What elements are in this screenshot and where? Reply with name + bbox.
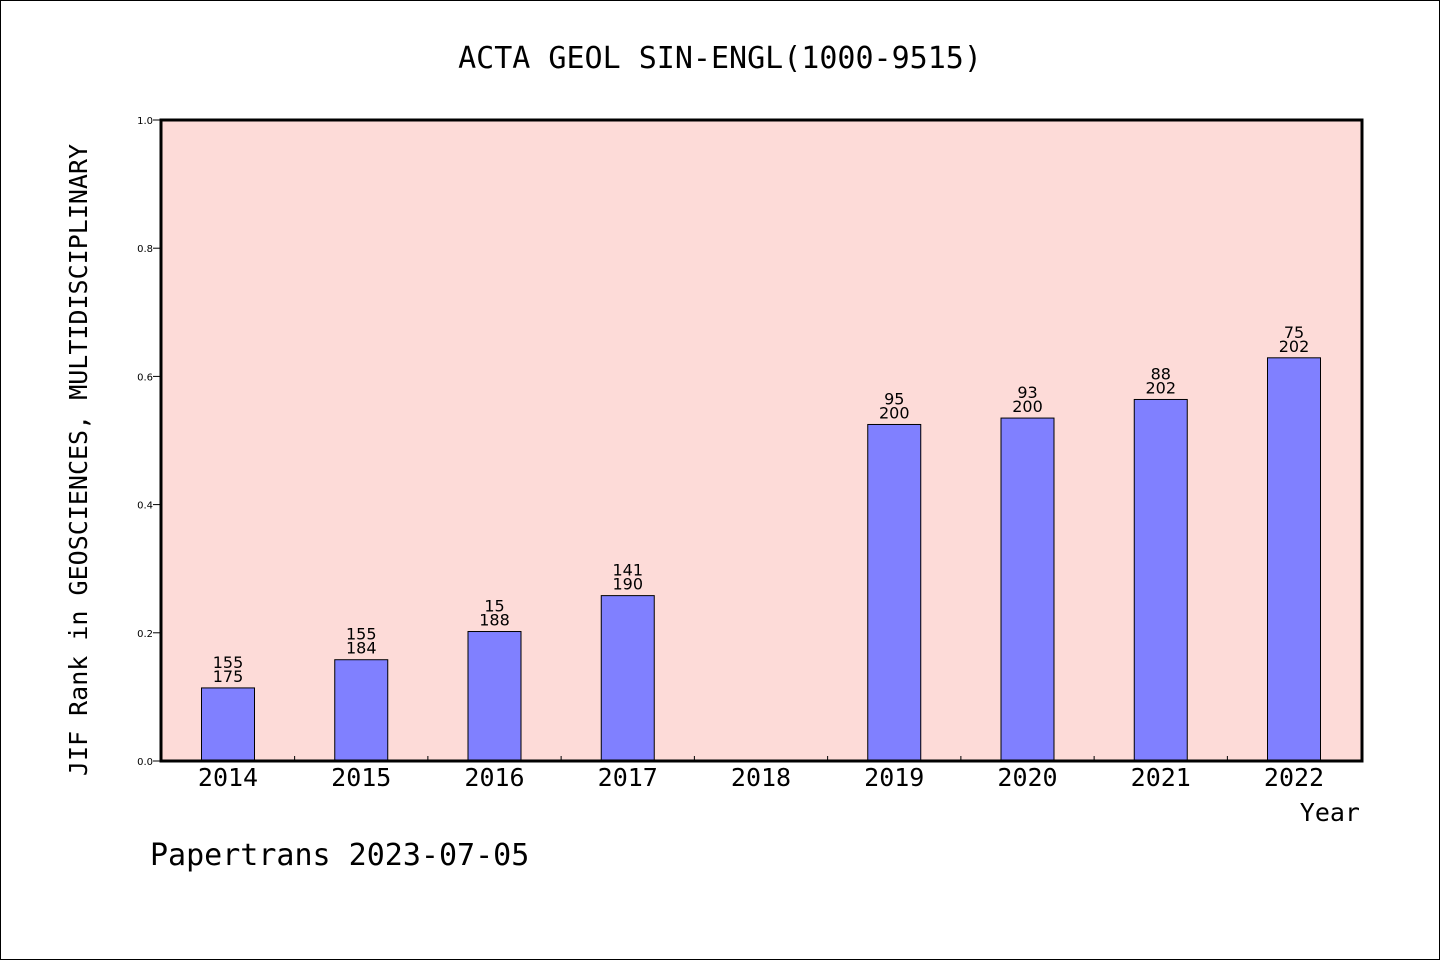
bar-total-label: 188	[479, 611, 510, 630]
bar-total-label: 184	[346, 639, 377, 658]
bar-rank-label: 141	[612, 561, 643, 580]
y-tick-label: 0.0	[137, 757, 153, 768]
plot-border	[159, 118, 1364, 763]
bar-2022	[1267, 357, 1321, 762]
bar-rank-label: 93	[1017, 383, 1037, 402]
bar-total-label: 190	[612, 575, 643, 594]
x-tick-label: 2017	[598, 763, 658, 792]
bar-rank-label: 75	[1284, 323, 1304, 342]
bar-2015	[334, 659, 389, 762]
x-tick-label: 2022	[1264, 763, 1324, 792]
bar-total-label: 202	[1279, 337, 1310, 356]
ticks-layer: 0.0 0.2 0.4 0.6 0.8 1.0 2014 2015 2016 2017 2018 20…	[137, 116, 1324, 792]
bar-rank-label: 15	[484, 597, 504, 616]
y-tick-label: 1.0	[137, 116, 153, 127]
bar-2016	[467, 631, 522, 762]
y-axis-title: JIF Rank in GEOSCIENCES, MULTIDISCIPLINA…	[64, 144, 93, 776]
bar-total-label: 202	[1145, 378, 1176, 397]
bar-2014	[201, 687, 255, 762]
bar-total-label: 200	[879, 403, 910, 422]
bar-total-label: 175	[213, 667, 244, 686]
x-tick-label: 2021	[1131, 763, 1191, 792]
x-tick-label: 2016	[464, 763, 524, 792]
x-axis-title: Year	[1300, 798, 1360, 827]
x-tick-label: 2014	[198, 763, 258, 792]
y-tick-label: 0.4	[137, 501, 153, 512]
footer-label: Papertrans 2023-07-05	[150, 838, 529, 873]
y-tick-label: 0.2	[137, 629, 153, 640]
x-tick-label: 2020	[997, 763, 1057, 792]
bar-rank-label: 95	[884, 389, 904, 408]
bar-2021	[1133, 398, 1188, 762]
y-tick-label: 0.8	[137, 244, 153, 255]
bars-layer: 1551751551841518814119095200932008820275…	[201, 323, 1321, 762]
x-tick-label: 2019	[864, 763, 924, 792]
bar-rank-label: 155	[213, 653, 244, 672]
bar-rank-label: 88	[1151, 364, 1171, 383]
bar-2019	[867, 423, 922, 762]
bar-2020	[1000, 417, 1055, 762]
x-tick-label: 2015	[331, 763, 391, 792]
bar-2017	[600, 595, 655, 762]
y-tick-label: 0.6	[137, 372, 153, 383]
chart-title: ACTA GEOL SIN-ENGL(1000-9515)	[458, 41, 982, 76]
x-tick-label: 2018	[731, 763, 791, 792]
bar-total-label: 200	[1012, 397, 1043, 416]
bar-rank-label: 155	[346, 625, 377, 644]
